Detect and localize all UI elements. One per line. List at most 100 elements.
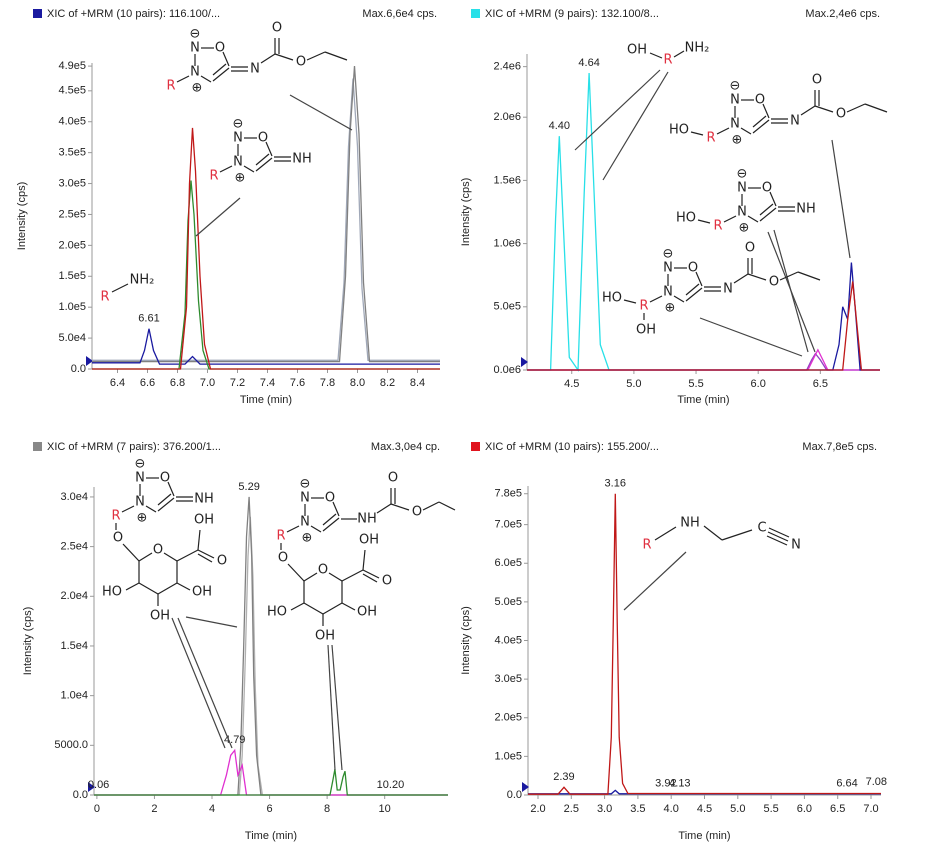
y-tick-label: 4.9e5 <box>58 60 86 72</box>
trace <box>92 66 440 363</box>
bond <box>649 52 663 59</box>
bond <box>695 271 703 287</box>
bond <box>255 157 273 172</box>
x-tick-label: 2.0 <box>530 803 545 815</box>
bond <box>767 531 789 542</box>
atom-label: N <box>233 131 243 146</box>
atom-label: C <box>757 521 766 536</box>
bond <box>310 525 322 533</box>
atom-label: OH <box>192 585 212 600</box>
bond <box>197 529 201 551</box>
atom-label: HO <box>102 585 122 600</box>
bond <box>138 552 153 562</box>
atom-label: OH <box>315 629 335 644</box>
bond <box>176 582 191 591</box>
x-tick-label: 6 <box>266 803 272 815</box>
baseline-marker <box>88 782 95 792</box>
bond <box>306 51 326 61</box>
y-tick-label: 1.5e6 <box>493 174 521 186</box>
atom-label: ⊖ <box>730 79 741 94</box>
trace <box>528 493 881 795</box>
atom-label: O <box>388 471 398 486</box>
bond <box>649 295 663 303</box>
bond <box>138 582 159 595</box>
atom-label: ⊕ <box>137 511 148 526</box>
atom-label: O <box>318 563 328 578</box>
y-tick-label: 5.0e4 <box>58 332 86 344</box>
x-tick-label: 6.5 <box>830 803 845 815</box>
y-axis-label: Intensity (cps) <box>16 182 28 250</box>
x-tick-label: 4.0 <box>664 803 679 815</box>
bond <box>255 153 270 166</box>
peak-label: 7.08 <box>866 776 887 788</box>
atom-label: N <box>730 117 740 132</box>
bond <box>197 553 213 563</box>
bond <box>362 549 366 571</box>
atom-label: NH <box>292 152 312 167</box>
pointer-line <box>773 229 809 353</box>
pointer-line <box>602 71 669 181</box>
atom-label: ⊖ <box>233 117 244 132</box>
atom-label: NH₂ <box>685 41 710 56</box>
atom-label: N <box>737 181 747 196</box>
atom-label: N <box>250 62 260 77</box>
atom-label: ⊕ <box>739 221 750 236</box>
trace <box>527 281 880 371</box>
bond <box>122 543 140 562</box>
y-tick-label: 2.0e6 <box>493 111 521 123</box>
bond <box>797 271 821 281</box>
bond <box>721 529 753 541</box>
atom-label: R <box>111 509 120 524</box>
x-tick-label: 4 <box>209 803 215 815</box>
bond <box>438 501 456 511</box>
y-tick-label: 5.0e5 <box>493 301 521 313</box>
peak-label: 6.61 <box>138 313 159 325</box>
atom-label: N <box>790 114 800 129</box>
atom-label: O <box>153 543 163 558</box>
atom-label: N <box>233 155 243 170</box>
x-tick-label: 10 <box>379 803 391 815</box>
bond <box>222 51 230 67</box>
bond <box>176 549 199 562</box>
bond <box>274 53 294 61</box>
trace <box>94 748 448 796</box>
y-axis-label: Intensity (cps) <box>460 178 472 246</box>
atom-label: N <box>663 261 673 276</box>
atom-label: O <box>412 505 422 520</box>
x-tick-label: 6.8 <box>170 377 185 389</box>
pointer-line <box>623 551 687 611</box>
y-tick-label: 0.0 <box>507 789 522 801</box>
bond <box>623 299 637 304</box>
bond <box>290 602 305 611</box>
atom-label: R <box>209 169 218 184</box>
peak-label: 3.92 <box>655 778 676 790</box>
y-tick-label: 6.0e5 <box>494 557 522 569</box>
peak-label: 2.39 <box>553 771 574 783</box>
atom-label: R <box>100 290 109 305</box>
y-tick-label: 2.5e5 <box>58 208 86 220</box>
atom-label: NH <box>194 492 214 507</box>
panel-title: XIC of +MRM (7 pairs): 376.200/1... <box>47 441 221 453</box>
x-tick-label: 7.0 <box>200 377 215 389</box>
y-tick-label: 2.0e4 <box>60 590 88 602</box>
bond <box>769 191 777 207</box>
bond <box>716 127 730 135</box>
bond <box>723 215 737 223</box>
x-tick-label: 7.0 <box>863 803 878 815</box>
atom-label: R <box>276 529 285 544</box>
atom-label: OH <box>194 513 214 528</box>
x-tick-label: 2.5 <box>564 803 579 815</box>
atom-label: N <box>135 471 145 486</box>
bond <box>157 582 178 595</box>
x-tick-label: 3.5 <box>630 803 645 815</box>
bond <box>362 573 378 583</box>
panel-title: XIC of +MRM (10 pairs): 155.200/... <box>485 441 659 453</box>
bond <box>303 572 318 582</box>
peak-label: 3.16 <box>605 478 626 490</box>
max-label: Max.3,0e4 cp. <box>371 441 440 453</box>
pointer-line <box>171 617 226 749</box>
atom-label: R <box>706 131 715 146</box>
y-tick-label: 3.5e5 <box>58 147 86 159</box>
bond <box>157 493 172 506</box>
legend-swatch <box>33 9 42 18</box>
